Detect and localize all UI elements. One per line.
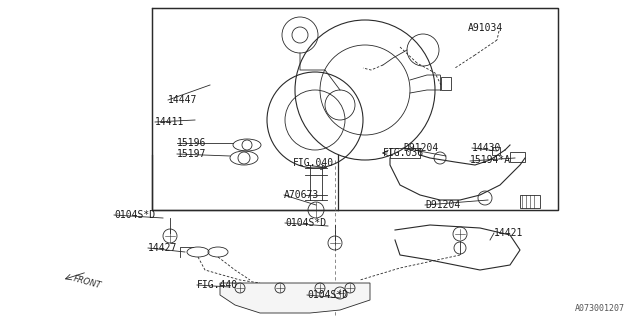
Text: FIG.440: FIG.440 (197, 280, 238, 290)
Text: FIG.036: FIG.036 (383, 148, 424, 158)
Text: 0104S*D: 0104S*D (307, 290, 348, 300)
Polygon shape (220, 283, 370, 313)
Text: 15194*A: 15194*A (470, 155, 511, 165)
Text: 14411: 14411 (155, 117, 184, 127)
Text: FIG.040: FIG.040 (293, 158, 334, 168)
Bar (441, 77, 451, 90)
Text: 14430: 14430 (472, 143, 501, 153)
Text: 14421: 14421 (494, 228, 524, 238)
Text: A91034: A91034 (468, 23, 503, 33)
Text: FRONT: FRONT (72, 274, 102, 290)
Text: A70673: A70673 (284, 190, 319, 200)
Text: 14447: 14447 (168, 95, 197, 105)
Bar (152, 8, 558, 210)
Text: 14427: 14427 (148, 243, 177, 253)
Text: 15196: 15196 (177, 138, 206, 148)
Text: A073001207: A073001207 (575, 304, 625, 313)
Bar (520, 195, 540, 208)
Bar (492, 147, 500, 155)
Text: D91204: D91204 (403, 143, 438, 153)
Text: 0104S*D: 0104S*D (285, 218, 326, 228)
Text: 15197: 15197 (177, 149, 206, 159)
Bar (510, 152, 525, 162)
Text: D91204: D91204 (425, 200, 460, 210)
Text: 0104S*D: 0104S*D (114, 210, 155, 220)
Bar (390, 148, 420, 158)
